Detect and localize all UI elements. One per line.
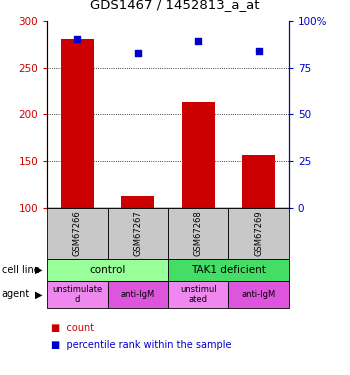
Text: anti-IgM: anti-IgM [241, 290, 276, 299]
Text: ■  percentile rank within the sample: ■ percentile rank within the sample [51, 340, 231, 350]
Point [75, 36, 80, 42]
Text: GSM67268: GSM67268 [194, 211, 203, 256]
Point [135, 51, 141, 57]
Text: cell line: cell line [2, 265, 40, 275]
Text: ■  count: ■ count [51, 323, 94, 333]
Bar [61, 39, 94, 208]
Text: GSM67269: GSM67269 [254, 211, 263, 256]
Text: unstimulate
d: unstimulate d [52, 285, 103, 304]
Bar [121, 196, 154, 208]
Bar [242, 154, 275, 208]
Text: ▶: ▶ [35, 290, 42, 299]
Text: GSM67267: GSM67267 [133, 211, 142, 256]
Text: ▶: ▶ [35, 265, 42, 275]
Text: anti-IgM: anti-IgM [121, 290, 155, 299]
Bar [182, 102, 215, 208]
Text: control: control [90, 265, 126, 275]
Text: agent: agent [2, 290, 30, 299]
Text: TAK1 deficient: TAK1 deficient [191, 265, 266, 275]
Point [256, 48, 261, 54]
Text: GSM67266: GSM67266 [73, 211, 82, 256]
Text: GDS1467 / 1452813_a_at: GDS1467 / 1452813_a_at [90, 0, 260, 11]
Point [195, 38, 201, 44]
Text: unstimul
ated: unstimul ated [180, 285, 217, 304]
